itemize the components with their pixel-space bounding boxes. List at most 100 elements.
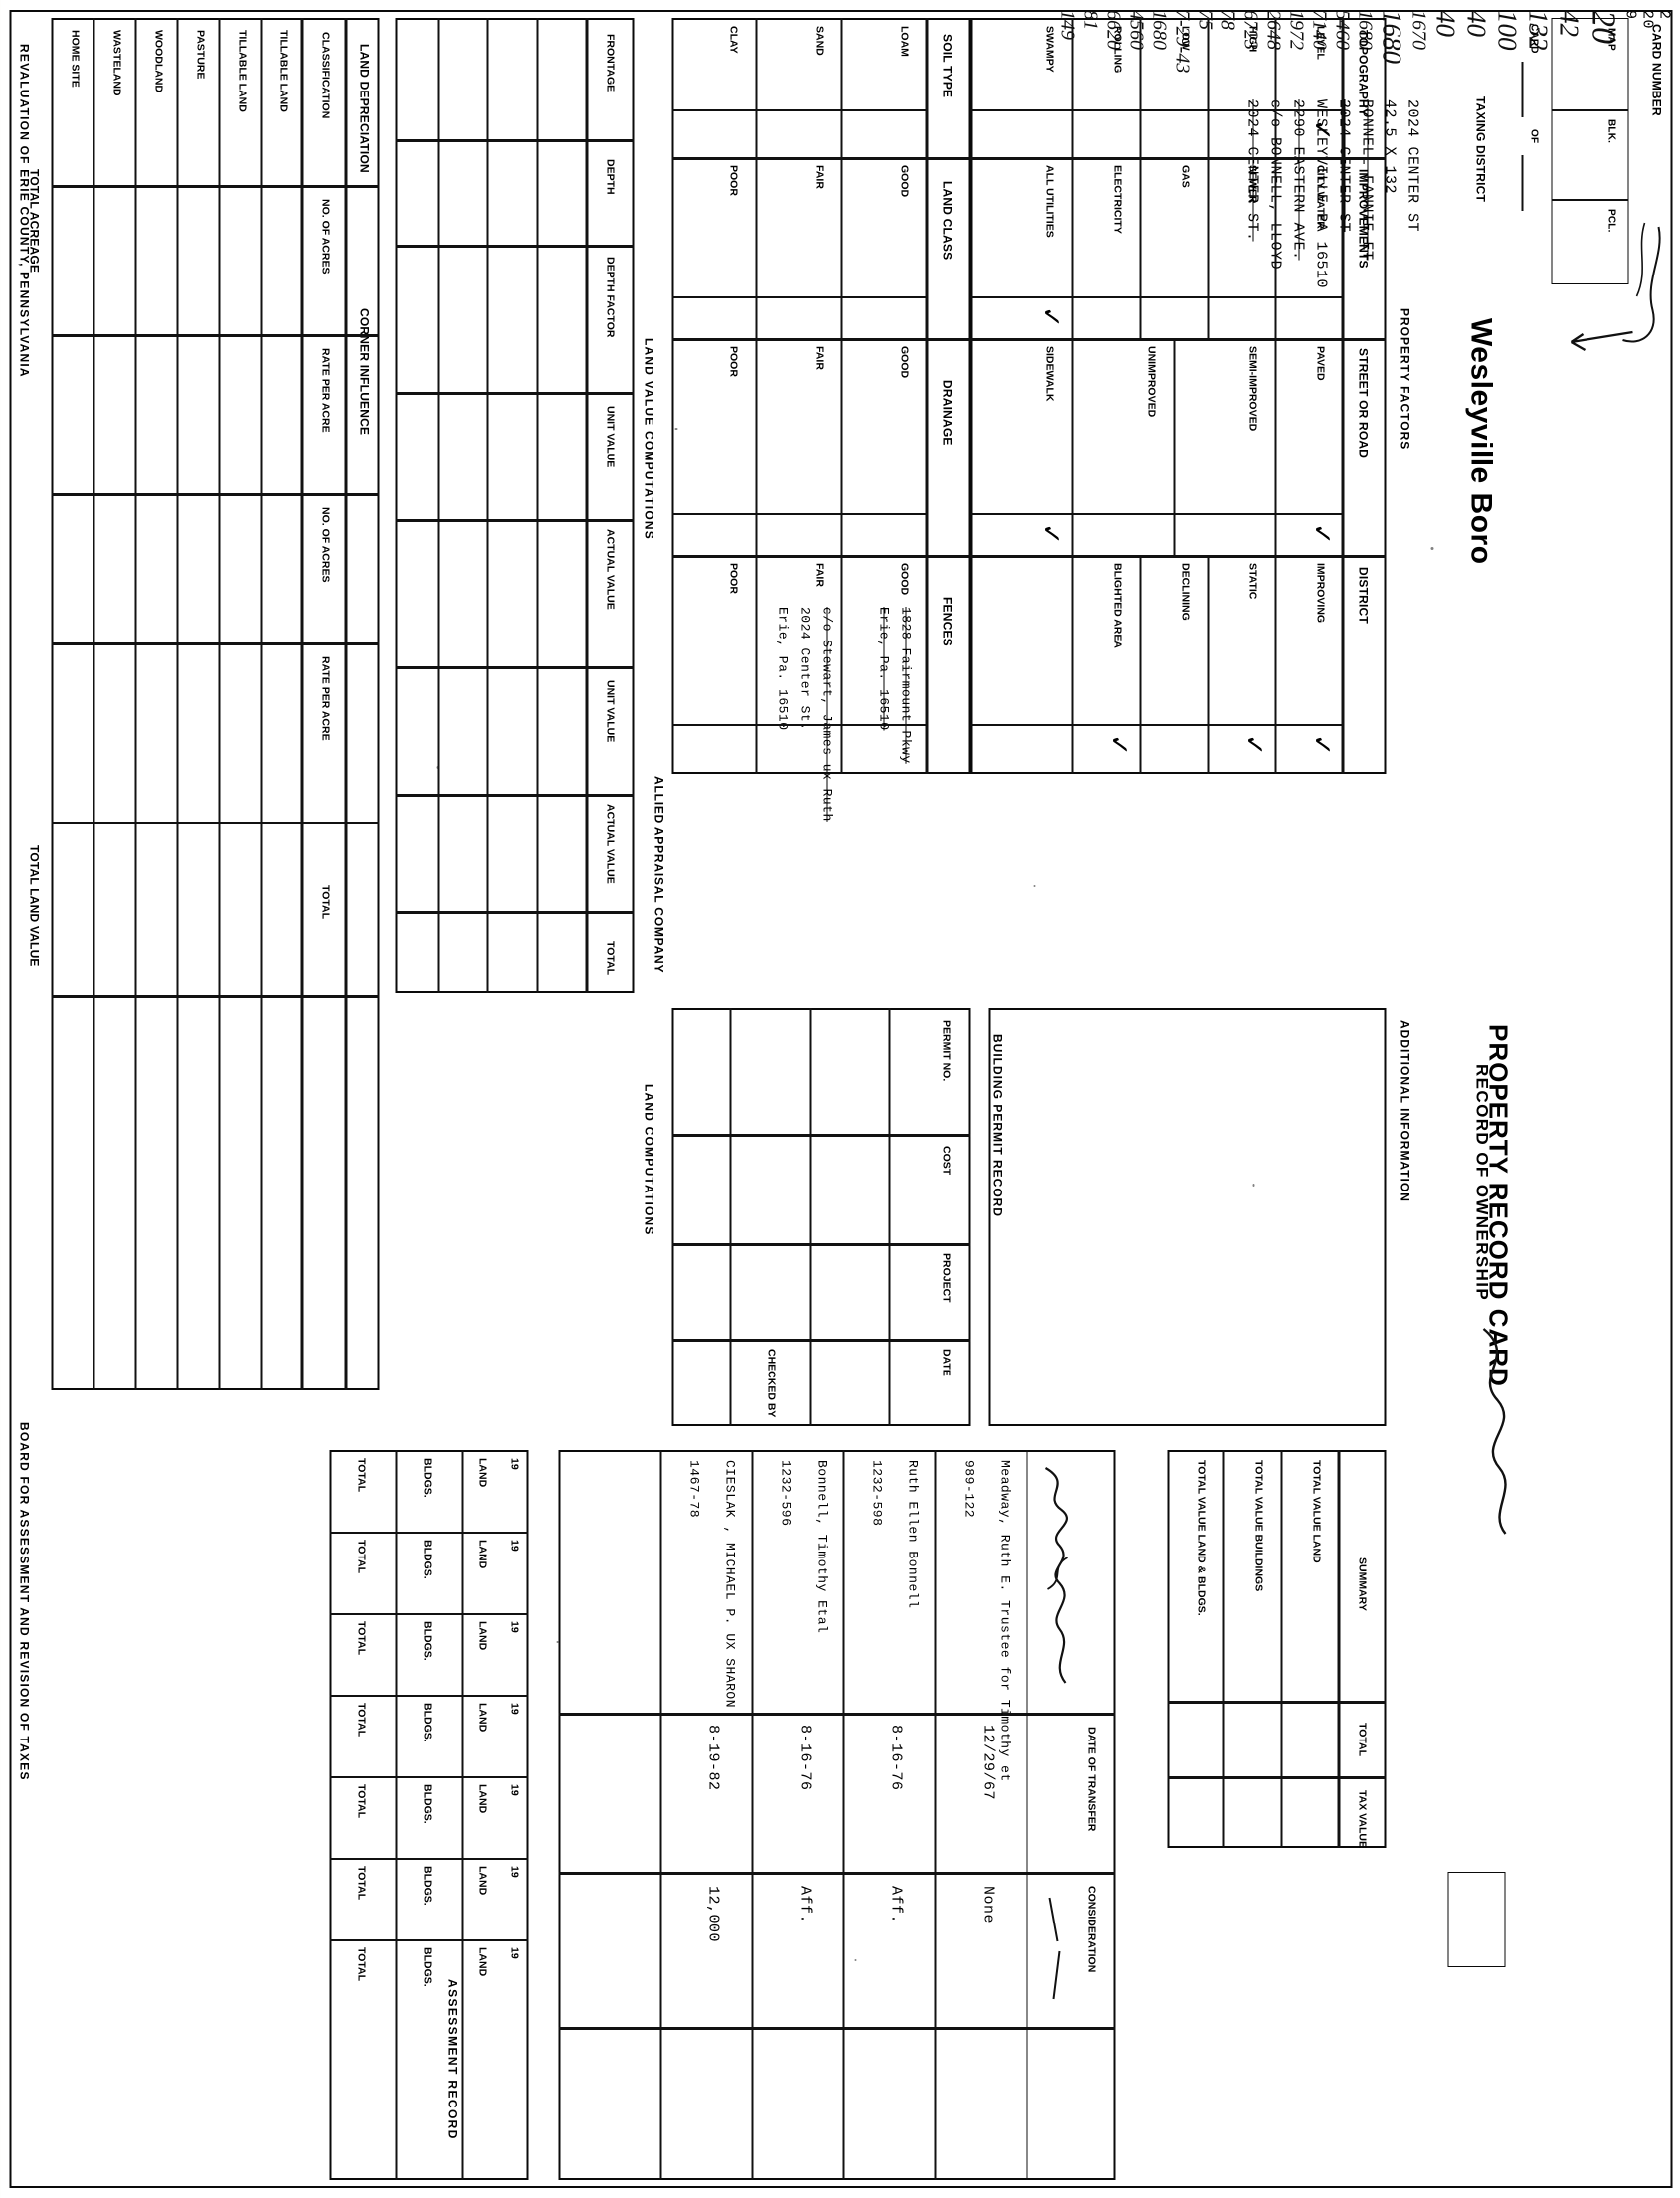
of-label: OF	[1528, 129, 1539, 144]
property-factors-title: PROPERTY FACTORS	[1398, 308, 1411, 451]
improvement-all-utilities: ALL UTILITIES	[1043, 165, 1055, 238]
ownership-col-consideration: CONSIDERATION	[1085, 1886, 1097, 1973]
lc-class-wasteland: WASTELAND	[110, 30, 122, 96]
ownership-row2-consideration: None	[979, 1886, 996, 1924]
land-computations-title: LAND COMPUTATIONS	[642, 1084, 655, 1236]
assessment-row-total-2: TOTAL	[355, 1540, 367, 1574]
lc-col-rate-2: RATE PER ACRE	[319, 656, 331, 741]
assessment-row-land-6: LAND	[476, 1866, 488, 1896]
assessment-year-prefix-1: 19	[508, 1458, 520, 1470]
assessment-row-land-3: LAND	[476, 1621, 488, 1651]
lc-col-rate-1: RATE PER ACRE	[319, 348, 331, 433]
ownership-row4-consideration: Aff.	[796, 1886, 813, 1924]
assessment-row-total-5: TOTAL	[355, 1784, 367, 1819]
corner-influence-label: CORNER INFLUENCE	[357, 308, 371, 436]
street-paved: PAVED	[1314, 346, 1326, 381]
ownership-row3-date: 8-16-76	[887, 1725, 904, 1791]
dash-mark-icon	[1048, 1897, 1060, 2000]
soil-type-label: SOIL TYPE	[940, 34, 954, 98]
lvc-col-unit-value-1: UNIT VALUE	[604, 406, 616, 468]
landclass-good: GOOD	[898, 165, 910, 198]
land-value-computations-title: LAND VALUE COMPUTATIONS	[642, 338, 655, 540]
assessment-row-total-7: TOTAL	[355, 1947, 367, 1982]
card-sheet: CARD NUMBER MAP 2 BLK. 20 PCL. 9 CARD OF…	[9, 10, 1672, 2188]
drainage-poor: POOR	[727, 346, 739, 377]
street-or-road-label: STREET OR ROAD	[1356, 348, 1370, 458]
ownership-row4-deed: 1232-596	[778, 1460, 793, 1527]
assessment-row-land-2: LAND	[476, 1540, 488, 1569]
improvement-all-utilities-checkmark-icon: ✓	[1036, 306, 1065, 328]
assessment-row-land-5: LAND	[476, 1784, 488, 1814]
summary-label: SUMMARY	[1356, 1557, 1368, 1611]
landclass-fair: FAIR	[813, 165, 825, 189]
summary-row-buildings-label: TOTAL VALUE BUILDINGS	[1252, 1460, 1264, 1592]
assessment-row-bldgs-5: BLDGS.	[421, 1784, 433, 1824]
summary-col-total: TOTAL	[1356, 1723, 1368, 1757]
ownership-row3-deed: 1232-598	[869, 1460, 884, 1527]
improvements-label: IMPROVEMENTS	[1356, 169, 1370, 269]
lvc-col-total: TOTAL	[604, 941, 616, 976]
street-unimproved: UNIMPROVED	[1145, 346, 1157, 418]
ownership-row2-date: 12/29/67	[979, 1725, 996, 1801]
land-depreciation-label: LAND DEPRECIATION	[357, 44, 371, 173]
assessment-row-total-6: TOTAL	[355, 1866, 367, 1901]
fences-fair: FAIR	[813, 563, 825, 587]
assessment-year-prefix-2: 19	[508, 1540, 520, 1552]
district-static: STATIC	[1246, 563, 1258, 600]
lvc-col-depth-factor: DEPTH FACTOR	[604, 257, 616, 338]
footer-left: REVALUATION OF ERIE COUNTY, PENNSYLVANIA	[17, 44, 31, 378]
lc-class-tillable-1: TILLABLE LAND	[278, 30, 289, 112]
assessment-row-bldgs-7: BLDGS.	[421, 1947, 433, 1987]
topography-label: TOPOGRAPHY	[1356, 30, 1370, 117]
additional-information-box	[988, 1008, 1386, 1426]
assessment-row-land-7: LAND	[476, 1947, 488, 1977]
record-of-ownership-table	[558, 1450, 1115, 2180]
lvc-col-actual-value-2: ACTUAL VALUE	[604, 804, 616, 884]
lc-col-acres-1: NO. OF ACRES	[319, 199, 331, 275]
district-static-checkmark-icon: ✓	[1239, 734, 1268, 756]
assessment-row-land-4: LAND	[476, 1703, 488, 1733]
district-improving: IMPROVING	[1314, 563, 1326, 624]
summary-row-total-label: TOTAL VALUE LAND & BLDGS.	[1195, 1460, 1207, 1616]
assessment-row-bldgs-3: BLDGS.	[421, 1621, 433, 1661]
street-semi-improved: SEMI-IMPROVED	[1246, 346, 1258, 432]
appraisal-company-label: ALLIED APPRAISAL COMPANY	[652, 776, 665, 974]
assessment-year-prefix-4: 19	[508, 1703, 520, 1715]
taxing-district-label: TAXING DISTRICT	[1473, 95, 1487, 203]
ink-scribble-icon	[1570, 222, 1661, 352]
summary-col-tax-value: TAX VALUE	[1356, 1790, 1368, 1848]
district-blighted-area: BLIGHTED AREA	[1111, 563, 1123, 648]
signature-overlay-icon	[1482, 1328, 1507, 1535]
district-declining: DECLINING	[1179, 563, 1191, 621]
bpr-col-checked-by: CHECKED BY	[765, 1349, 777, 1418]
topo-item-level: LEVEL	[1314, 26, 1326, 60]
improvement-electricity: ELECTRICITY	[1111, 165, 1123, 234]
assessment-row-total-4: TOTAL	[355, 1703, 367, 1738]
topo-level-checkmark-icon: ✓	[1307, 119, 1336, 141]
assessment-row-land-1: LAND	[476, 1458, 488, 1488]
assessment-year-prefix-5: 19	[508, 1784, 520, 1796]
improvement-city-water: CITY WATER	[1314, 165, 1326, 229]
drainage-good: GOOD	[898, 346, 910, 379]
assessment-row-total-3: TOTAL	[355, 1621, 367, 1656]
addr-line-1: 2024 CENTER ST	[1403, 99, 1420, 233]
fences-poor: POOR	[727, 563, 739, 594]
lc-class-tillable-2: TILLABLE LAND	[236, 30, 248, 112]
district-blighted-checkmark-icon: ✓	[1104, 734, 1133, 756]
card-number-label: CARD NUMBER	[1649, 24, 1663, 116]
district-label: DISTRICT	[1356, 567, 1370, 624]
assessment-row-bldgs-4: BLDGS.	[421, 1703, 433, 1742]
blk-label: BLK.	[1605, 119, 1616, 144]
assessment-row-bldgs-2: BLDGS.	[421, 1540, 433, 1579]
street-sidewalk-checkmark-icon: ✓	[1036, 523, 1065, 545]
district-improving-checkmark-icon: ✓	[1307, 734, 1336, 756]
lc-col-total: TOTAL	[319, 885, 331, 920]
street-paved-checkmark-icon: ✓	[1307, 523, 1336, 545]
lc-class-pasture: PASTURE	[194, 30, 206, 80]
assessment-year-prefix-3: 19	[508, 1621, 520, 1633]
ownership-row4-date: 8-16-76	[796, 1725, 813, 1791]
ownership-row5-deed: 1467-78	[686, 1460, 701, 1519]
map-label: MAP	[1605, 28, 1616, 51]
lc-col-classification: CLASSIFICATION	[319, 32, 331, 119]
